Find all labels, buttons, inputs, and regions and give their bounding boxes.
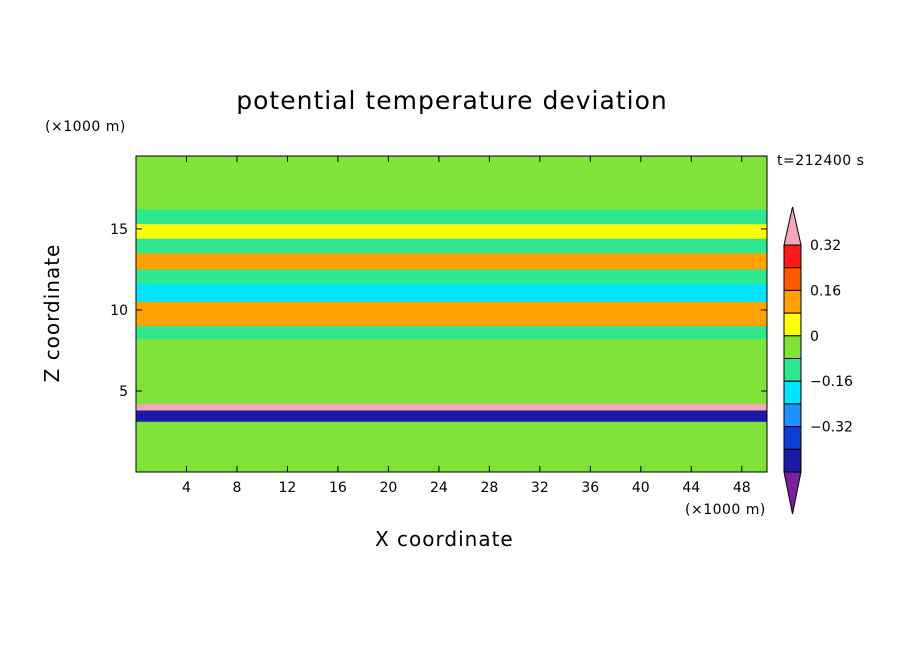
field-band: [136, 209, 767, 225]
colorbar-bottom-arrow: [783, 471, 802, 515]
field-band: [136, 238, 767, 254]
colorbar-box: [783, 244, 802, 269]
y-tick-label: 10: [110, 303, 128, 319]
x-tick-label: 24: [430, 480, 448, 496]
colorbar-box: [783, 358, 802, 382]
field-band: [136, 326, 767, 340]
field-band: [136, 462, 767, 472]
x-tick-label: 20: [379, 480, 397, 496]
colorbar-box: [783, 289, 802, 314]
x-tick-label: 32: [531, 480, 549, 496]
y-tick-label: 5: [119, 384, 128, 400]
x-tick-label: 12: [279, 480, 297, 496]
colorbar-top-arrow: [783, 206, 802, 246]
y-unit-label: (×1000 m): [45, 119, 126, 135]
colorbar-box: [783, 448, 802, 473]
x-unit-label: (×1000 m): [685, 502, 766, 518]
chart-title: potential temperature deviation: [236, 86, 668, 115]
x-tick-label: 28: [480, 480, 498, 496]
x-tick-label: 4: [182, 480, 191, 496]
field-band: [136, 301, 767, 327]
field-band: [136, 403, 767, 411]
y-tick-label: 15: [110, 222, 128, 238]
field-band: [136, 429, 767, 463]
field-band: [136, 410, 767, 422]
x-tick-label: 44: [682, 480, 700, 496]
field-band: [136, 269, 767, 285]
x-tick-label: 48: [733, 480, 751, 496]
colorbar-box: [783, 426, 802, 450]
field-band: [136, 156, 767, 210]
plot-frame: [135, 155, 768, 473]
field-band: [136, 339, 767, 404]
colorbar-box: [783, 335, 802, 359]
x-tick-label: 16: [329, 480, 347, 496]
field-band: [136, 224, 767, 239]
field-band: [136, 421, 767, 430]
x-tick-label: 36: [581, 480, 599, 496]
time-label: t=212400 s: [777, 153, 865, 169]
field-band: [136, 284, 767, 302]
colorbar-box: [783, 267, 802, 291]
x-tick-label: 40: [632, 480, 650, 496]
colorbar-label: −0.16: [810, 374, 853, 390]
field-band: [136, 253, 767, 270]
colorbar-label: 0: [810, 329, 819, 345]
colorbar-box: [783, 380, 802, 405]
x-axis-label: X coordinate: [375, 527, 514, 551]
colorbar-box: [783, 312, 802, 337]
colorbar-label: −0.32: [810, 420, 853, 436]
colorbar-label: 0.16: [810, 283, 841, 299]
x-tick-label: 8: [232, 480, 241, 496]
colorbar-box: [783, 403, 802, 428]
colorbar-label: 0.32: [810, 238, 841, 254]
